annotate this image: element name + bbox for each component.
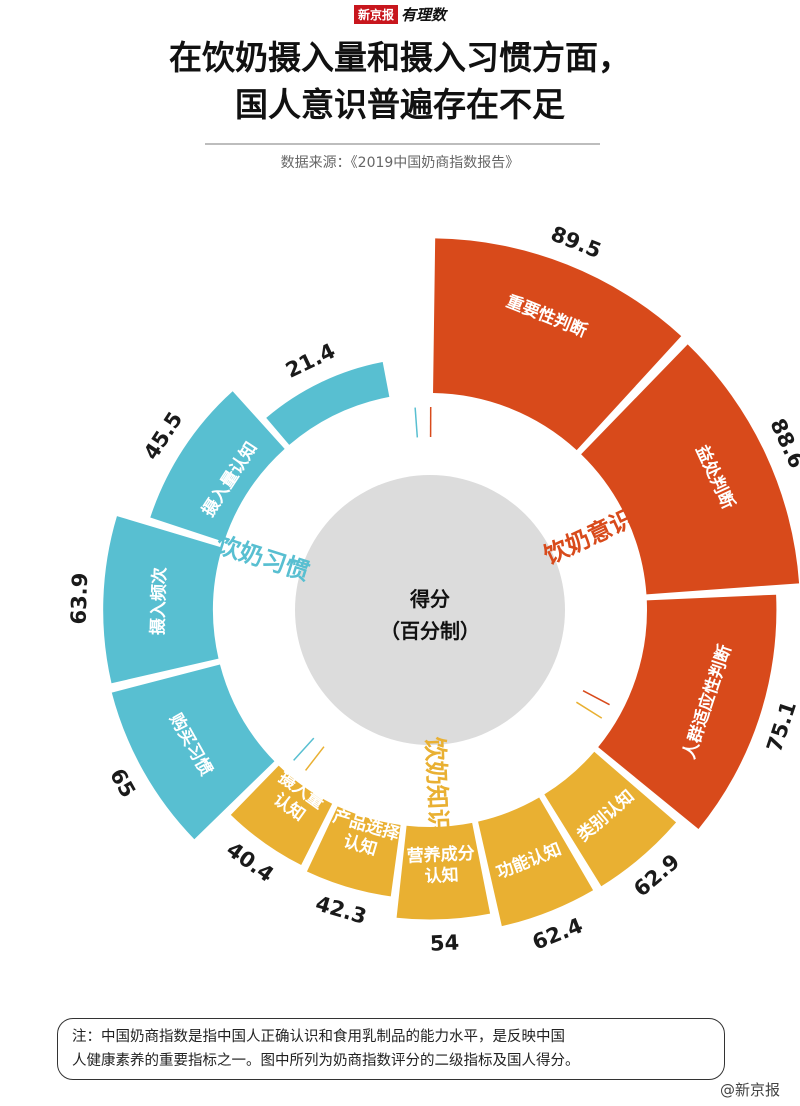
center-disc <box>295 475 565 745</box>
data-source: 数据来源：《2019中国奶商指数报告》 <box>280 155 520 171</box>
page-title: 在饮奶摄入量和摄入习惯方面， 国人意识普遍存在不足 <box>0 34 800 128</box>
title-line-2: 国人意识普遍存在不足 <box>235 85 565 124</box>
ring-tick <box>414 407 419 438</box>
footnote-line-1: 注：中国奶商指数是指中国人正确认识和食用乳制品的能力水平，是反映中国 <box>72 1029 565 1045</box>
value-label: 62.4 <box>529 913 586 954</box>
ring-tick <box>304 746 325 771</box>
center-label-2: （百分制） <box>380 619 480 643</box>
bar-摄入量认知 <box>230 765 333 866</box>
value-label: 42.3 <box>313 891 370 929</box>
title-divider <box>205 143 600 145</box>
value-label: 65 <box>105 764 140 801</box>
bar-功能认知 <box>478 797 594 927</box>
bar-购买习惯 <box>111 664 275 840</box>
bar-摄入习惯 <box>266 362 390 445</box>
center-label-1: 得分 <box>409 587 450 611</box>
value-label: 89.5 <box>548 222 605 263</box>
value-label: 75.1 <box>762 698 800 755</box>
brand-box: 新京报 <box>353 5 398 24</box>
ring-tick <box>293 737 315 761</box>
group-label: 饮奶知识 <box>421 735 453 833</box>
bar-摄入频次 <box>103 516 223 684</box>
category-label: 摄入习惯 <box>321 407 370 460</box>
watermark: @新京报 <box>719 1081 780 1099</box>
bar-产品选择认知 <box>306 806 401 897</box>
bar-摄入量认知 <box>150 391 285 542</box>
bar-人群适应性判断 <box>598 594 777 829</box>
footnote-line-2: 人健康素养的重要指标之一。图中所列为奶商指数评分的二级指标及国人得分。 <box>72 1053 580 1069</box>
category-label-line: 摄入频次 <box>147 567 170 636</box>
bar-益处判断 <box>581 344 800 595</box>
value-label: 21.4 <box>282 339 339 383</box>
title-line-1: 在饮奶摄入量和摄入习惯方面， <box>169 38 631 77</box>
value-label: 63.9 <box>67 572 93 625</box>
category-label: 摄入频次 <box>147 567 170 636</box>
bar-重要性判断 <box>433 238 682 451</box>
brand-text: 有理数 <box>401 6 447 24</box>
brand-logo: 新京报 有理数 <box>0 4 800 25</box>
category-label-line: 营养成分 <box>406 843 475 867</box>
value-label: 54 <box>429 931 459 956</box>
footnote-box: 注：中国奶商指数是指中国人正确认识和食用乳制品的能力水平，是反映中国 人健康素养… <box>57 1018 725 1080</box>
category-label-line: 认知 <box>424 865 459 887</box>
ring-tick <box>575 701 603 719</box>
value-label: 88.6 <box>765 415 800 472</box>
bar-类别认知 <box>544 751 677 887</box>
category-label: 营养成分认知 <box>406 843 476 888</box>
bar-营养成分认知 <box>396 822 491 920</box>
ring-tick <box>582 690 610 706</box>
